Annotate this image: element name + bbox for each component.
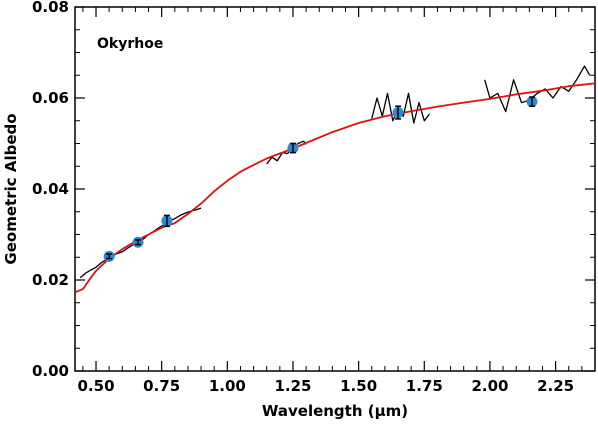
spectrum-segment [266,140,307,165]
y-tick-label: 0.08 [32,0,69,16]
photometry-points [103,96,538,262]
y-tick-labels: 0.00 0.02 0.04 0.06 0.08 [32,0,69,380]
spectrum-segment [484,65,591,113]
plot-border [74,6,596,372]
x-tick-label: 1.25 [274,377,311,395]
x-tick-label: 2.25 [537,377,574,395]
model-fit-line [74,82,596,294]
x-tick-label: 1.50 [340,377,377,395]
plot-frame [74,6,596,372]
y-axis-title: Geometric Albedo [2,113,20,264]
object-name-annotation: Okyrhoe [97,36,163,52]
x-tick-label: 0.75 [143,377,180,395]
data-series [74,65,596,294]
axis-ticks [75,6,596,372]
x-tick-label: 0.50 [78,377,115,395]
x-tick-labels: 0.50 0.75 1.00 1.25 1.50 1.75 2.00 2.25 [78,377,575,395]
x-tick-label: 1.75 [406,377,443,395]
y-tick-label: 0.06 [32,89,69,107]
y-tick-label: 0.04 [32,180,69,198]
x-tick-label: 1.00 [209,377,246,395]
x-axis-title: Wavelength (μm) [262,402,408,420]
y-tick-label: 0.00 [32,362,69,380]
x-tick-label: 2.00 [471,377,508,395]
y-tick-label: 0.02 [32,271,69,289]
